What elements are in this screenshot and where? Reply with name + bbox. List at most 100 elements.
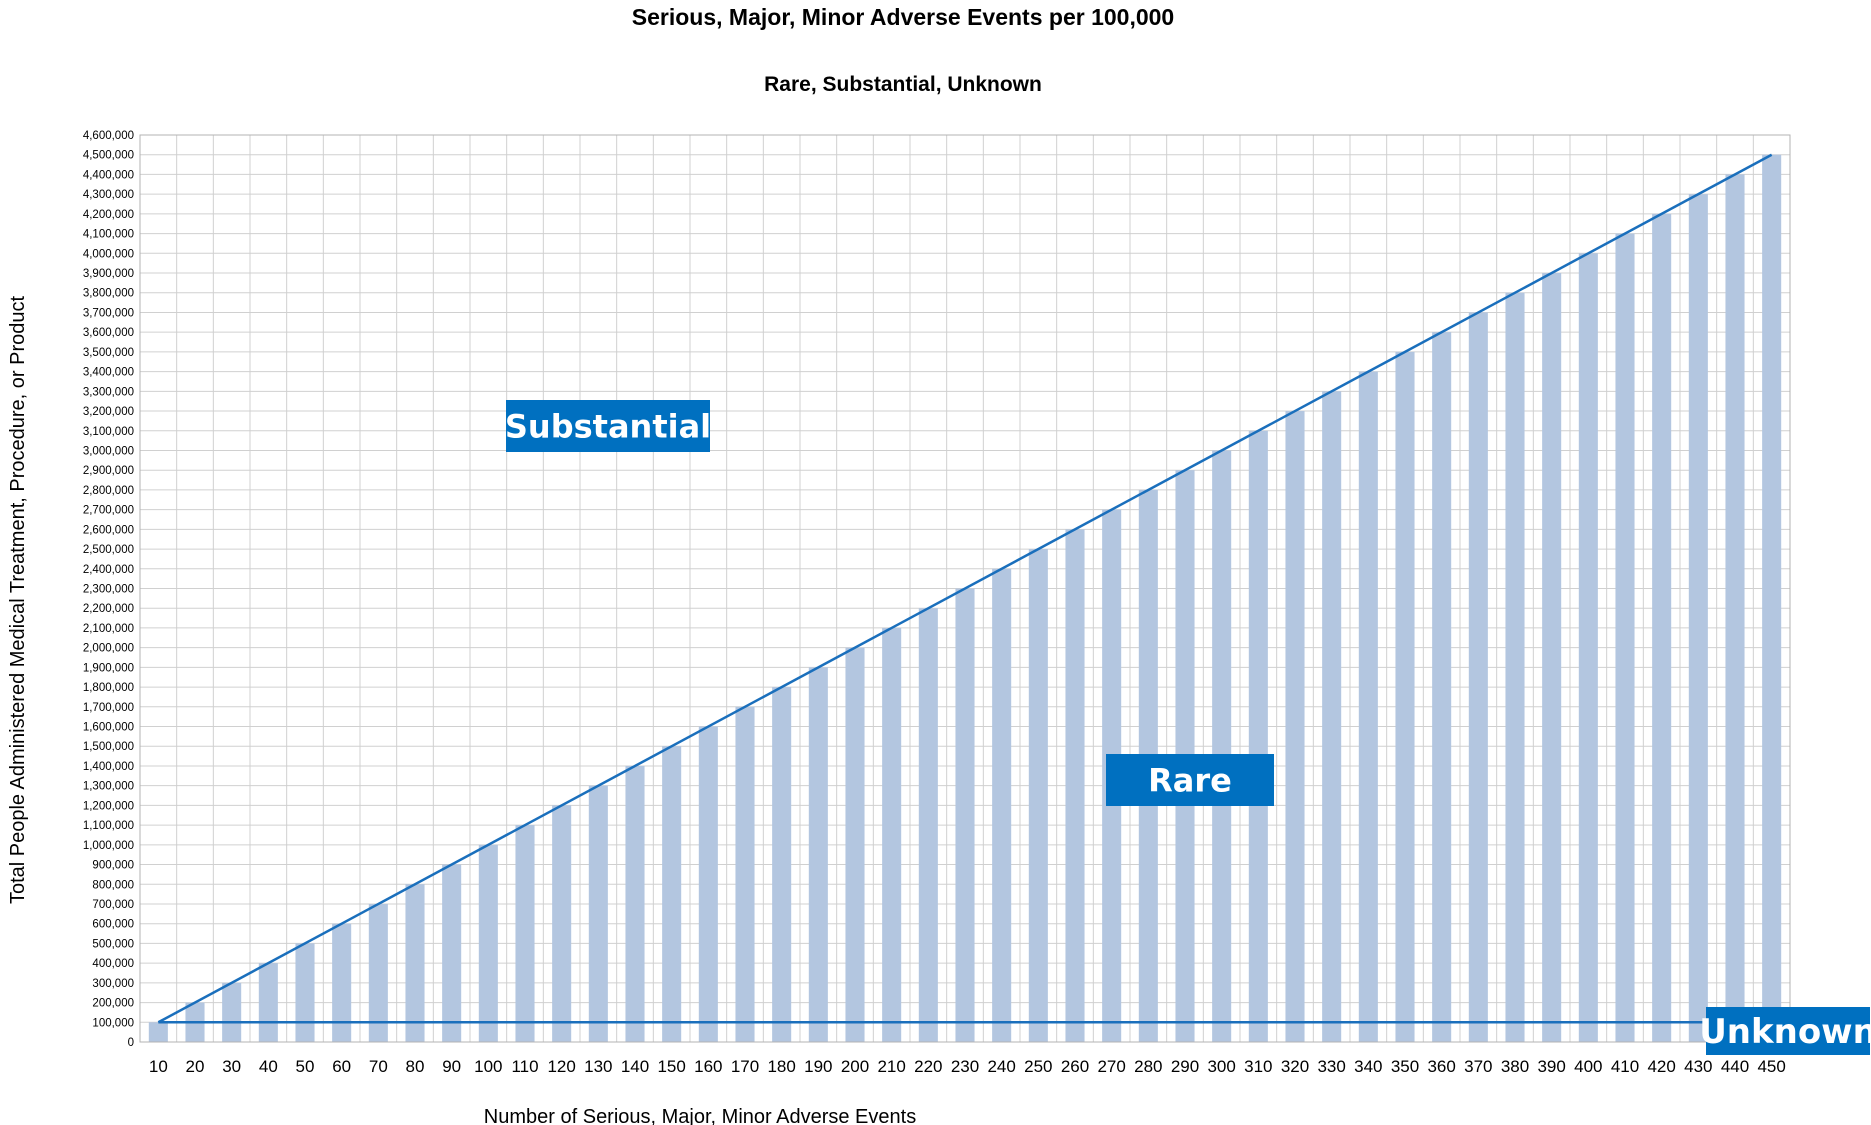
bar [1505, 292, 1525, 1042]
x-tick-label: 280 [1134, 1057, 1162, 1076]
y-tick-label: 500,000 [92, 938, 134, 950]
y-tick-label: 2,200,000 [83, 603, 134, 615]
bar [1065, 529, 1085, 1042]
bar [662, 746, 682, 1042]
y-tick-label: 3,100,000 [83, 426, 134, 438]
bar [698, 726, 718, 1042]
y-tick-label: 300,000 [92, 978, 134, 990]
y-tick-label: 1,300,000 [83, 781, 134, 793]
bar [588, 785, 608, 1042]
x-tick-label: 390 [1537, 1057, 1565, 1076]
bar [955, 588, 975, 1042]
y-tick-label: 800,000 [92, 879, 134, 891]
bar [1725, 174, 1745, 1042]
bar [148, 1022, 168, 1042]
y-tick-labels: 0 100,000 200,000 300,000 400,000 500,000 600,… [83, 130, 134, 1049]
y-tick-label: 3,400,000 [83, 367, 134, 379]
bar [552, 805, 572, 1042]
x-tick-label: 330 [1317, 1057, 1345, 1076]
x-tick-label: 200 [841, 1057, 869, 1076]
x-tick-label: 180 [767, 1057, 795, 1076]
x-tick-label: 120 [547, 1057, 575, 1076]
bar [1688, 194, 1708, 1043]
bar [808, 667, 828, 1042]
bar [1395, 351, 1415, 1042]
chart-subtitle: Rare, Substantial, Unknown [764, 73, 1042, 96]
x-tick-label: 150 [657, 1057, 685, 1076]
x-tick-label: 50 [296, 1057, 315, 1076]
x-tick-label: 40 [259, 1057, 278, 1076]
callout-box [1106, 754, 1274, 806]
x-tick-label: 160 [694, 1057, 722, 1076]
x-tick-label: 270 [1097, 1057, 1125, 1076]
x-tick-label: 110 [511, 1057, 538, 1076]
y-tick-label: 2,700,000 [83, 505, 134, 517]
y-tick-label: 3,200,000 [83, 406, 134, 418]
y-tick-label: 200,000 [92, 998, 134, 1010]
y-tick-label: 3,500,000 [83, 347, 134, 359]
y-tick-label: 100,000 [92, 1017, 134, 1029]
x-tick-label: 90 [442, 1057, 461, 1076]
y-tick-label: 2,300,000 [83, 584, 134, 596]
bar [1358, 371, 1378, 1042]
x-tick-label: 430 [1684, 1057, 1712, 1076]
plot-area-border [139, 134, 1791, 1043]
y-tick-label: 2,400,000 [83, 564, 134, 576]
y-tick-label: 1,000,000 [83, 840, 134, 852]
bar [772, 687, 792, 1042]
y-tick-label: 2,000,000 [83, 643, 134, 655]
bar [1652, 213, 1672, 1042]
callout-label: Substantial [505, 408, 711, 446]
y-tick-label: 2,600,000 [83, 524, 134, 536]
x-tick-label: 170 [731, 1057, 759, 1076]
callout-rare: Rare [1106, 754, 1274, 806]
y-tick-label: 1,100,000 [83, 820, 134, 832]
y-tick-label: 2,100,000 [83, 623, 134, 635]
x-tick-label: 340 [1354, 1057, 1382, 1076]
x-tick-label: 350 [1391, 1057, 1419, 1076]
x-tick-label: 410 [1611, 1057, 1639, 1076]
bar [1285, 411, 1305, 1043]
x-tick-label: 300 [1207, 1057, 1235, 1076]
y-tick-label: 700,000 [92, 899, 134, 911]
y-tick-label: 3,800,000 [83, 288, 134, 300]
x-tick-label: 420 [1647, 1057, 1675, 1076]
x-tick-label: 290 [1171, 1057, 1199, 1076]
y-tick-label: 600,000 [92, 919, 134, 931]
y-tick-label: 2,900,000 [83, 465, 134, 477]
bar [1578, 253, 1598, 1043]
y-tick-label: 900,000 [92, 860, 134, 872]
y-tick-label: 3,700,000 [83, 307, 134, 319]
bars [148, 154, 1782, 1043]
y-tick-label: 1,600,000 [83, 722, 134, 734]
x-tick-label: 210 [877, 1057, 905, 1076]
y-tick-label: 4,300,000 [83, 189, 134, 201]
bar [258, 963, 278, 1042]
bar [295, 943, 315, 1042]
callout-box [506, 400, 710, 452]
y-tick-label: 4,000,000 [83, 248, 134, 260]
bar [1322, 391, 1342, 1043]
bar [1028, 549, 1048, 1042]
y-tick-label: 1,500,000 [83, 741, 134, 753]
x-tick-label: 190 [804, 1057, 832, 1076]
x-tick-label: 230 [951, 1057, 979, 1076]
bar [442, 864, 462, 1042]
callout-substantial: Substantial [505, 400, 711, 452]
x-tick-label: 30 [222, 1057, 241, 1076]
x-tick-label: 140 [621, 1057, 649, 1076]
trend-line [157, 153, 1773, 1024]
bar [222, 982, 242, 1042]
bar [405, 884, 425, 1042]
x-tick-label: 100 [474, 1057, 502, 1076]
bar [1432, 332, 1452, 1042]
y-tick-label: 2,800,000 [83, 485, 134, 497]
bar [845, 647, 865, 1042]
bar [1212, 450, 1232, 1042]
x-tick-label: 400 [1574, 1057, 1602, 1076]
x-tick-label: 370 [1464, 1057, 1492, 1076]
y-tick-label: 3,000,000 [83, 445, 134, 457]
x-tick-label: 250 [1024, 1057, 1052, 1076]
x-tick-label: 60 [332, 1057, 351, 1076]
